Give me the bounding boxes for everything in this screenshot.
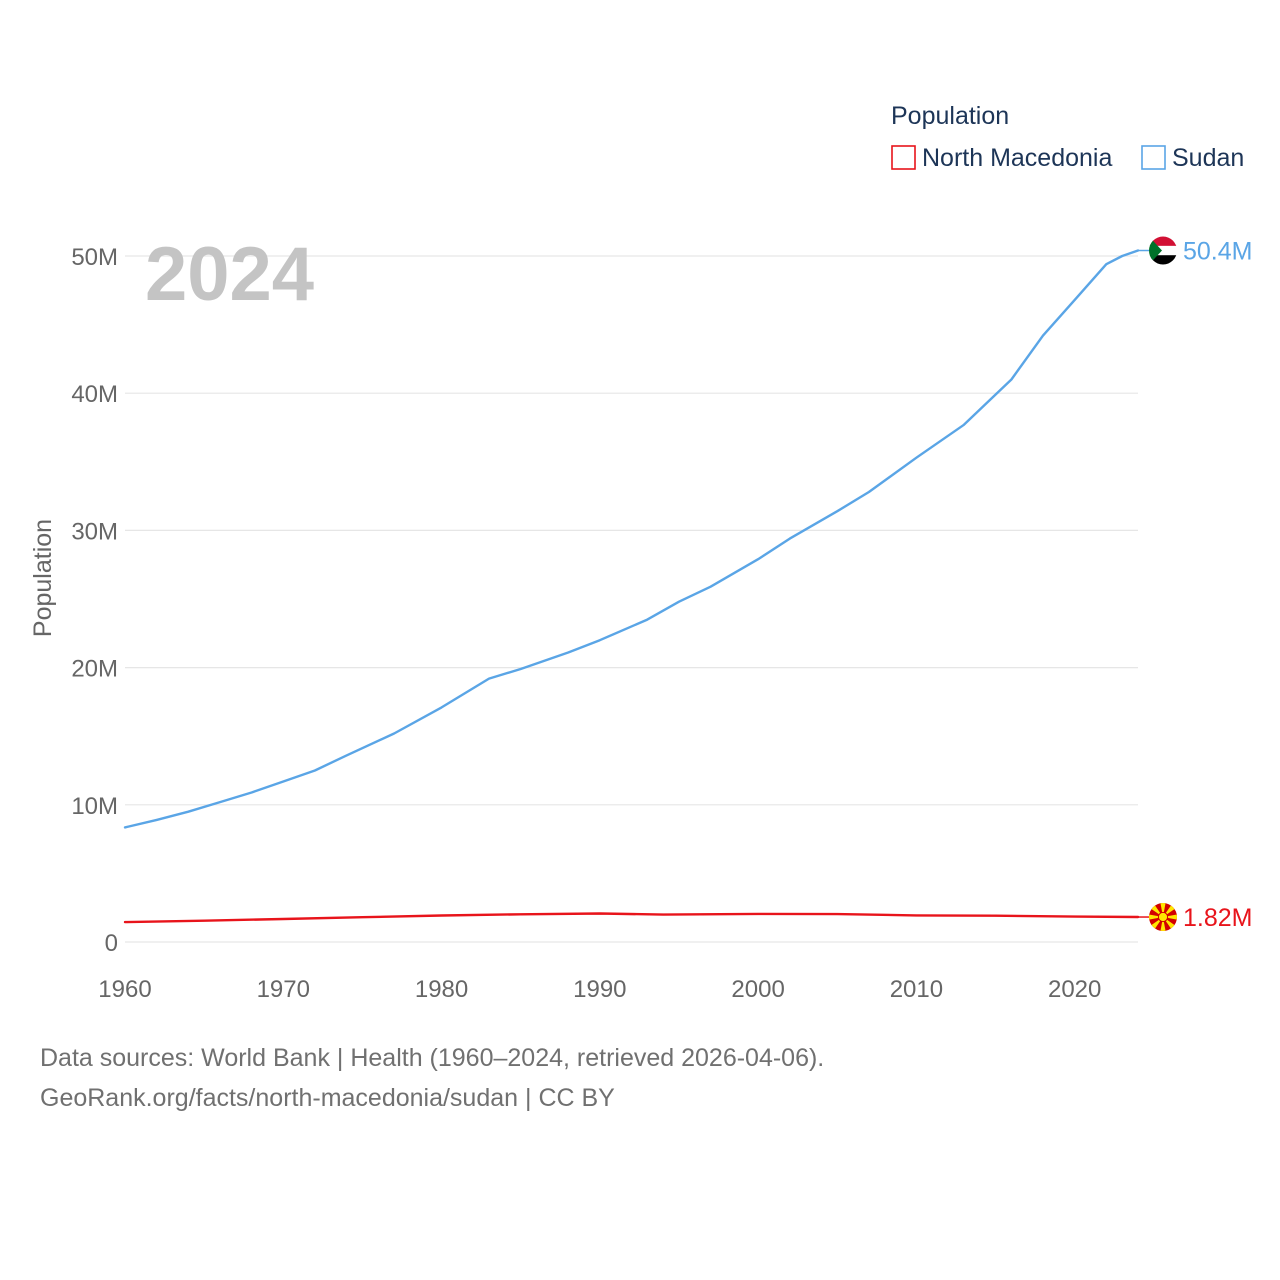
end-value-label: 1.82M: [1183, 904, 1252, 932]
sudan-flag-icon: [1149, 236, 1177, 265]
legend-item-sudan[interactable]: Sudan: [1141, 144, 1244, 172]
x-tick-label: 1990: [573, 976, 626, 1003]
legend-label: North Macedonia: [922, 144, 1112, 172]
y-tick-label: 0: [105, 930, 118, 957]
footer-sources: Data sources: World Bank | Health (1960–…: [40, 1044, 825, 1072]
footer-credit: GeoRank.org/facts/north-macedonia/sudan …: [40, 1084, 615, 1112]
year-label: 2024: [145, 232, 314, 317]
y-axis-ticks: 0 10M 20M 30M 40M 50M: [71, 244, 118, 957]
legend-label: Sudan: [1172, 144, 1244, 172]
series-line-north-macedonia: [123, 912, 1140, 924]
legend: Population North Macedonia Sudan: [891, 102, 1244, 172]
y-tick-label: 30M: [71, 518, 118, 545]
series-line-sudan: [123, 249, 1140, 829]
y-tick-label: 40M: [71, 381, 118, 408]
north-macedonia-flag-icon: [1149, 903, 1177, 932]
legend-title: Population: [891, 102, 1009, 130]
x-tick-label: 2020: [1048, 976, 1101, 1003]
x-tick-label: 1980: [415, 976, 468, 1003]
legend-item-north-macedonia[interactable]: North Macedonia: [891, 144, 1112, 172]
x-tick-label: 2010: [890, 976, 943, 1003]
series-end-markers: 1.82M 50.4M: [1138, 236, 1252, 932]
legend-swatch: [1141, 145, 1166, 170]
x-tick-label: 1970: [257, 976, 310, 1003]
legend-swatch: [891, 145, 916, 170]
series-lines: [123, 249, 1140, 924]
y-tick-label: 10M: [71, 793, 118, 820]
x-axis-ticks: 1960 1970 1980 1990 2000 2010 2020: [98, 976, 1101, 1003]
y-axis-label: Population: [29, 519, 57, 637]
x-tick-label: 1960: [98, 976, 151, 1003]
gridlines: [125, 255, 1138, 943]
end-value-label: 50.4M: [1183, 238, 1252, 266]
y-tick-label: 50M: [71, 244, 118, 271]
y-tick-label: 20M: [71, 656, 118, 683]
x-tick-label: 2000: [731, 976, 784, 1003]
